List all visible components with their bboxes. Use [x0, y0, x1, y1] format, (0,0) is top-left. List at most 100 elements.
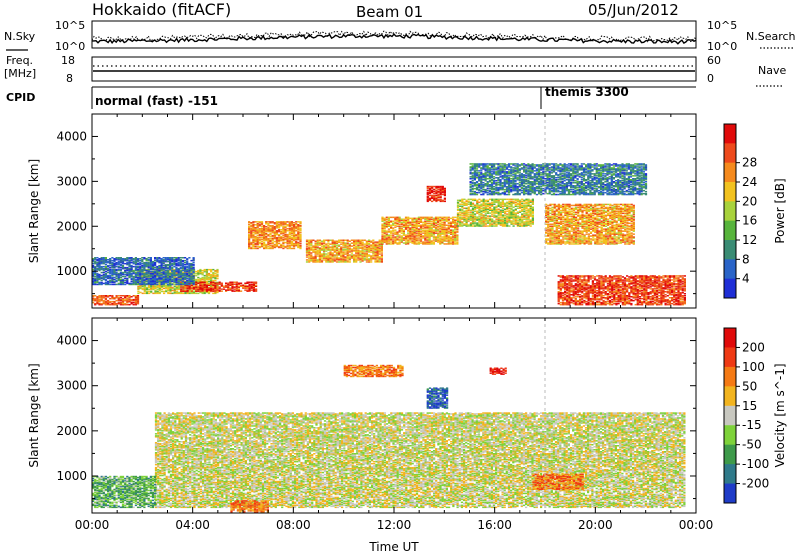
echo-cell	[558, 225, 560, 227]
echo-cell	[562, 240, 564, 242]
echo-cell	[510, 211, 512, 213]
echo-cell	[422, 232, 424, 234]
echo-cell	[560, 288, 562, 290]
echo-cell	[282, 235, 284, 237]
echo-cell	[571, 230, 573, 232]
echo-cell	[547, 224, 549, 226]
echo-cell	[422, 217, 424, 219]
echo-cell	[323, 244, 325, 246]
echo-cell	[487, 217, 489, 219]
echo-cell	[163, 291, 165, 293]
echo-cell	[431, 223, 433, 225]
echo-cell	[577, 237, 579, 239]
echo-cell	[558, 230, 560, 232]
echo-cell	[291, 235, 293, 237]
echo-cell	[214, 273, 216, 275]
echo-cell	[234, 284, 236, 286]
echo-cell	[336, 246, 338, 248]
echo-cell	[392, 217, 394, 219]
echo-cell	[349, 243, 351, 245]
echo-cell	[601, 243, 603, 245]
echo-cell	[495, 223, 497, 225]
echo-cell	[461, 204, 463, 206]
echo-cell	[435, 195, 437, 197]
echo-cell	[221, 288, 223, 290]
echo-cell	[611, 232, 613, 234]
beam-title: Beam 01	[356, 3, 423, 21]
echo-cell	[212, 280, 214, 282]
echo-cell	[472, 211, 474, 213]
echo-cell	[624, 234, 626, 236]
echo-cell	[590, 240, 592, 242]
echo-cell	[315, 241, 317, 243]
echo-cell	[187, 289, 189, 291]
echo-cell	[594, 213, 596, 215]
echo-cell	[334, 248, 336, 250]
echo-cell	[607, 221, 609, 223]
echo-cell	[405, 220, 407, 222]
echo-cell	[633, 222, 635, 224]
echo-cell	[216, 274, 218, 276]
echo-cell	[579, 238, 581, 240]
echo-cell	[381, 217, 383, 219]
echo-cell	[459, 206, 461, 208]
echo-cell	[342, 248, 344, 250]
echo-cell	[579, 204, 581, 206]
echo-cell	[362, 246, 364, 248]
echo-cell	[272, 238, 274, 240]
echo-cell	[182, 289, 184, 291]
echo-cell	[216, 283, 218, 285]
echo-cell	[214, 280, 216, 282]
echo-cell	[287, 228, 289, 230]
echo-cell	[437, 189, 439, 191]
echo-cell	[495, 199, 497, 201]
echo-cell	[442, 200, 444, 202]
echo-cell	[468, 211, 470, 213]
echo-cell	[628, 232, 630, 234]
echo-cell	[287, 221, 289, 223]
echo-cell	[504, 216, 506, 218]
echo-cell	[556, 225, 558, 227]
echo-cell	[525, 220, 527, 222]
echo-cell	[409, 241, 411, 243]
echo-cell	[401, 235, 403, 237]
echo-cell	[605, 235, 607, 237]
echo-cell	[571, 216, 573, 218]
echo-cell	[246, 282, 248, 284]
echo-cell	[278, 234, 280, 236]
echo-cell	[280, 236, 282, 238]
echo-cell	[399, 241, 401, 243]
echo-cell	[558, 227, 560, 229]
echo-cell	[282, 226, 284, 228]
echo-cell	[614, 225, 616, 227]
echo-cell	[560, 283, 562, 285]
echo-cell	[485, 214, 487, 216]
echo-cell	[474, 199, 476, 201]
echo-cell	[457, 225, 459, 227]
echo-cell	[435, 217, 437, 219]
echo-cell	[437, 239, 439, 241]
echo-cell	[399, 226, 401, 228]
echo-cell	[409, 218, 411, 220]
echo-cell	[172, 287, 174, 289]
echo-cell	[558, 291, 560, 293]
echo-cell	[452, 226, 454, 228]
echo-cell	[364, 243, 366, 245]
echo-cell	[280, 244, 282, 246]
echo-cell	[575, 207, 577, 209]
echo-cell	[280, 221, 282, 223]
echo-cell	[562, 292, 564, 294]
echo-cell	[573, 212, 575, 214]
freq-strip-frame	[92, 57, 696, 81]
echo-cell	[405, 234, 407, 236]
echo-cell	[297, 221, 299, 223]
echo-cell	[474, 222, 476, 224]
echo-cell	[435, 226, 437, 228]
echo-cell	[351, 242, 353, 244]
echo-cell	[206, 269, 208, 271]
echo-cell	[349, 254, 351, 256]
echo-cell	[252, 239, 254, 241]
echo-cell	[386, 237, 388, 239]
echo-cell	[624, 224, 626, 226]
echo-cell	[381, 252, 383, 254]
